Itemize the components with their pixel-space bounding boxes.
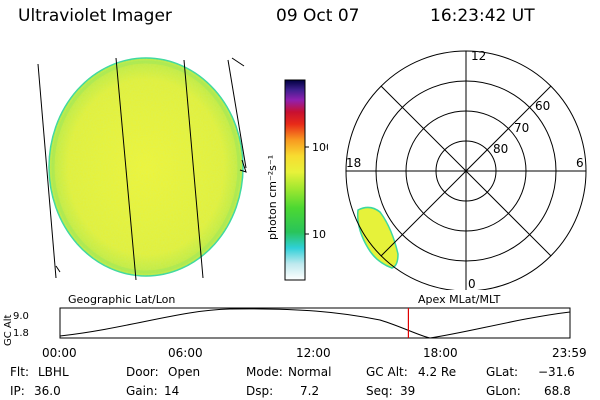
- door-label: Door:: [126, 365, 159, 379]
- svg-text:GC Alt: GC Alt: [3, 314, 14, 346]
- orbit-altitude-timeline: [59, 307, 571, 339]
- time-tick-1800: 18:00: [423, 346, 458, 360]
- gain-value: 14: [164, 384, 180, 398]
- glon-value: 68.8: [544, 384, 571, 398]
- glat-value: −31.6: [538, 365, 575, 379]
- polar-mlt-plot: 12 18 6 0 60 70 80: [345, 49, 587, 290]
- glon-label: GLon:: [486, 384, 521, 398]
- mlt-label-6: 6: [576, 156, 584, 170]
- dsp-value: 7.2: [300, 384, 320, 398]
- earth-disk-image: [37, 57, 247, 281]
- time-tick-0000: 00:00: [42, 346, 77, 360]
- mode-value: Normal: [288, 365, 332, 379]
- colorbar-unit-label: photon cm⁻²s⁻¹: [266, 155, 279, 240]
- colorbar-tick-10: 10: [312, 228, 326, 241]
- seq-label: Seq:: [366, 384, 393, 398]
- door-value: Open: [168, 365, 201, 379]
- glat-label: GLat:: [486, 365, 519, 379]
- longitude-grid: [37, 57, 247, 281]
- mlt-label-12: 12: [471, 49, 486, 63]
- filter-value: LBHL: [38, 365, 69, 379]
- lat-label-60: 60: [535, 99, 550, 113]
- gc-alt-label: GC Alt:: [366, 365, 408, 379]
- date-label: 09 Oct 07: [276, 6, 360, 26]
- polar-grid: [345, 50, 587, 290]
- gc-alt-value: 4.2 Re: [418, 365, 457, 379]
- colorbar-tick-100: 100: [312, 141, 328, 154]
- altitude-curve: [59, 308, 571, 339]
- time-tick-0600: 06:00: [168, 346, 203, 360]
- lat-label-80: 80: [493, 142, 508, 156]
- mlt-label-0: 0: [468, 277, 476, 290]
- ip-value: 36.0: [34, 384, 61, 398]
- dsp-label: Dsp:: [246, 384, 274, 398]
- geographic-label: Geographic Lat/Lon: [68, 293, 176, 306]
- disk-texture: [49, 58, 243, 276]
- mode-label: Mode:: [246, 365, 283, 379]
- y-min-label: 1.8: [13, 328, 29, 339]
- gain-label: Gain:: [126, 384, 158, 398]
- apex-label: Apex MLat/MLT: [418, 293, 501, 306]
- color-scale-bar: 100 10 photon cm⁻²s⁻¹: [266, 79, 328, 281]
- filter-label: Flt:: [10, 365, 29, 379]
- seq-value: 39: [400, 384, 416, 398]
- auroral-oval-fragment: [356, 206, 399, 269]
- instrument-title: Ultraviolet Imager: [18, 6, 172, 26]
- lat-label-70: 70: [514, 121, 529, 135]
- time-tick-2359: 23:59: [552, 346, 587, 360]
- ip-label: IP:: [10, 384, 25, 398]
- time-label: 16:23:42 UT: [430, 6, 535, 26]
- time-tick-1200: 12:00: [296, 346, 331, 360]
- gc-alt-axis-title: GC Alt: [3, 314, 14, 346]
- y-max-label: 9.0: [13, 311, 29, 322]
- mlt-label-18: 18: [346, 156, 361, 170]
